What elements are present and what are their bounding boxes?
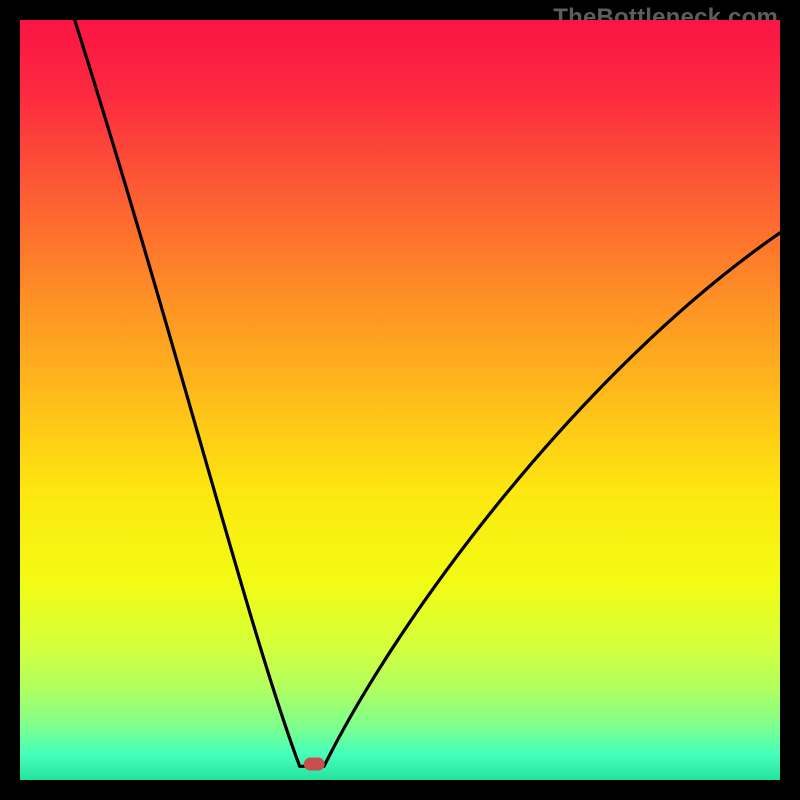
plot-area bbox=[20, 20, 780, 780]
chart-frame: TheBottleneck.com bbox=[0, 0, 800, 800]
marker-layer bbox=[20, 20, 780, 780]
notch-marker bbox=[304, 758, 325, 771]
